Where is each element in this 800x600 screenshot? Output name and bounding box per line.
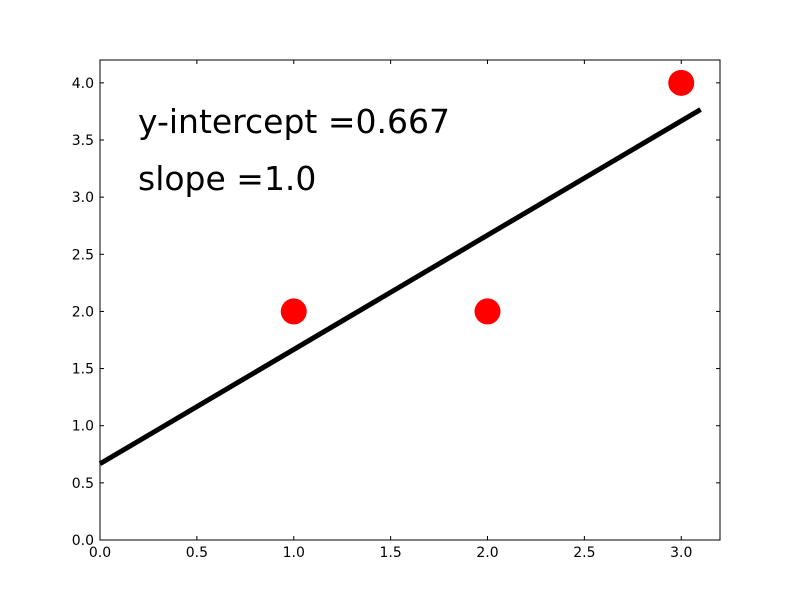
y-axis-ticks: 0.0 0.5 1.0 1.5 2.0 2.5 3.0 3.5 4.0: [72, 76, 720, 549]
y-intercept-annotation: y-intercept =0.667: [138, 102, 450, 141]
fit-line-layer: [98, 107, 702, 466]
y-tick-label: 2.5: [72, 247, 94, 263]
y-tick-label: 3.5: [72, 133, 94, 149]
y-tick-label: 0.0: [72, 533, 94, 549]
x-tick-label: 0.5: [186, 545, 208, 561]
x-tick-label: 2.0: [476, 545, 498, 561]
scatter-points: [280, 69, 695, 325]
fit-line: [98, 107, 702, 466]
data-point: [668, 69, 695, 96]
y-tick-label: 1.5: [72, 362, 94, 378]
x-tick-label: 1.0: [283, 545, 305, 561]
x-axis-ticks: 0.0 0.5 1.0 1.5 2.0 2.5 3.0: [89, 60, 692, 561]
x-tick-label: 0.0: [89, 545, 111, 561]
slope-annotation: slope =1.0: [138, 159, 316, 198]
data-point: [280, 298, 307, 325]
plot-area: [100, 60, 720, 540]
x-tick-label: 2.5: [573, 545, 595, 561]
y-tick-label: 1.0: [72, 419, 94, 435]
y-tick-label: 0.5: [72, 476, 94, 492]
plot-frame: [99, 59, 721, 541]
data-point: [474, 298, 501, 325]
x-tick-label: 1.5: [379, 545, 401, 561]
y-tick-label: 4.0: [72, 76, 94, 92]
x-tick-label: 3.0: [670, 545, 692, 561]
y-tick-label: 3.0: [72, 190, 94, 206]
y-tick-label: 2.0: [72, 304, 94, 320]
